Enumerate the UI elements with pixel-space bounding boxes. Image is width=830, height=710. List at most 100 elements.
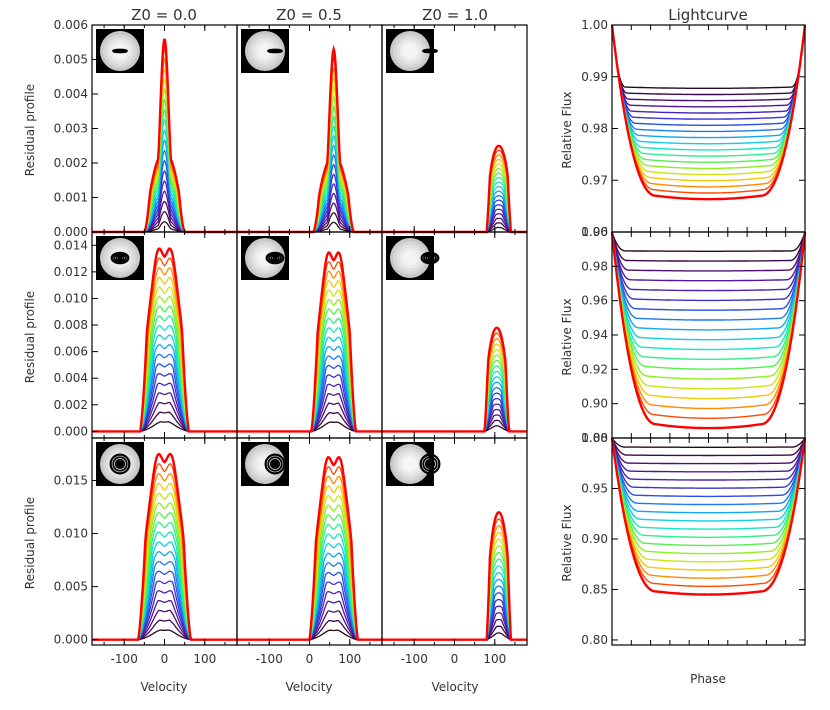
profile-series-3 [92, 599, 237, 641]
y-tick-label: 0.85 [581, 582, 608, 596]
lightcurve-series-15 [611, 437, 806, 571]
lightcurve-series-2 [611, 231, 806, 272]
lightcurve-series-8 [611, 24, 806, 139]
y-tick-label: 0.004 [54, 87, 88, 101]
y-tick-label: 0.99 [581, 70, 608, 84]
planet [426, 460, 434, 468]
lightcurve-series-15 [611, 231, 806, 400]
profile-series-0 [92, 629, 237, 641]
profile-series-6 [237, 364, 382, 433]
profile-series-7 [237, 153, 382, 233]
lightcurve-series-15 [611, 24, 806, 182]
planet-ring [110, 251, 130, 265]
profile-series-18 [237, 251, 382, 433]
profile-series-14 [237, 495, 382, 641]
planet [427, 255, 433, 261]
profile-series-12 [237, 105, 382, 233]
lightcurve-panel: 0.88 0.90 0.92 0.94 0.96 0.98 1.00 [581, 225, 807, 445]
profile-series-7 [92, 353, 237, 433]
lightcurve-series-3 [611, 24, 806, 108]
profile-series-18 [382, 326, 527, 433]
lightcurve-series-12 [611, 24, 806, 163]
profile-series-10 [237, 533, 382, 641]
y-tick-label: 0.002 [54, 156, 88, 170]
column-title-z0-5: Z0 = 0.5 [276, 6, 342, 24]
profile-series-12 [237, 514, 382, 641]
profile-series-13 [92, 502, 237, 641]
profile-series-6 [237, 163, 382, 233]
lightcurve-series-4 [611, 231, 806, 292]
y-tick-label: 0.88 [581, 431, 608, 445]
y-tick-label: 0.96 [581, 225, 608, 239]
lightcurve-series-7 [611, 231, 806, 321]
lightcurve-series-7 [611, 437, 806, 506]
profile-series-10 [237, 327, 382, 433]
planet-ring [113, 253, 127, 263]
y-tick-label: 0.014 [54, 238, 88, 252]
lightcurve-series-10 [611, 437, 806, 530]
lightcurve-series-2 [611, 24, 806, 102]
profile-panel: -100 0 100 [381, 437, 528, 666]
lightcurve-series-11 [611, 437, 806, 538]
profile-series-13 [237, 95, 382, 233]
lightcurve-series-10 [611, 24, 806, 151]
x-tick-label: -100 [111, 652, 138, 666]
profile-series-10 [92, 118, 237, 233]
star-disk [257, 43, 273, 59]
profile-series-4 [92, 382, 237, 433]
y-tick-label: 0.012 [54, 265, 88, 279]
lightcurve-series-14 [611, 437, 806, 563]
profile-series-7 [237, 562, 382, 641]
profile-panel: 0.000 0.001 0.002 0.003 0.004 0.005 0.006 [54, 18, 238, 239]
profile-series-15 [237, 75, 382, 233]
planet-ring [424, 458, 436, 470]
planet-ring [109, 453, 131, 475]
panel-frame [611, 24, 806, 233]
y-tick-label: 1.00 [581, 18, 608, 32]
profile-series-15 [237, 279, 382, 433]
y-tick-label: 0.002 [54, 398, 88, 412]
lightcurve-series-2 [611, 437, 806, 465]
lc-ylabel-row1: Relative Flux [560, 91, 574, 168]
profile-series-4 [237, 383, 382, 433]
lightcurve-series-0 [611, 24, 806, 89]
lightcurve-series-3 [611, 437, 806, 473]
profile-series-10 [92, 531, 237, 641]
profile-series-8 [237, 552, 382, 641]
lightcurve-series-5 [611, 24, 806, 120]
planet-ring [270, 254, 280, 262]
lightcurve-series-6 [611, 24, 806, 126]
y-tick-label: 0.95 [581, 481, 608, 495]
y-tick-label: 0.003 [54, 122, 88, 136]
profile-series-9 [92, 334, 237, 433]
x-tick-label: 0 [161, 652, 169, 666]
y-tick-label: 0.90 [581, 532, 608, 546]
x-tick-label: 100 [193, 652, 216, 666]
profile-series-17 [237, 466, 382, 641]
lightcurve-series-1 [611, 231, 806, 262]
profile-series-13 [237, 504, 382, 641]
y-tick-label: 0.96 [581, 294, 608, 308]
lightcurve-series-13 [611, 437, 806, 555]
lightcurve-series-4 [611, 437, 806, 481]
profile-panel: -100 0 100 [236, 437, 383, 666]
planet-ring [422, 456, 438, 472]
profile-series-4 [92, 180, 237, 233]
profile-panel: -100 0 100 0.000 0.005 0.010 0.015 [54, 437, 238, 666]
profile-series-7 [237, 355, 382, 433]
planet-ring [423, 253, 437, 263]
x-tick-label: -100 [256, 652, 283, 666]
lightcurve-panel: 0.96 0.97 0.98 0.99 1.00 [581, 18, 807, 239]
lightcurve-series-9 [611, 231, 806, 341]
profile-series-11 [92, 521, 237, 641]
lc-xlabel: Phase [690, 672, 726, 686]
profile-series-8 [237, 144, 382, 233]
lightcurve-panel: 0.80 0.85 0.90 0.95 1.00 [581, 431, 807, 647]
y-tick-label: 0.005 [54, 53, 88, 67]
profile-series-10 [237, 124, 382, 233]
xlabel-col3: Velocity [431, 680, 478, 694]
lightcurve-series-6 [611, 231, 806, 311]
profile-series-5 [237, 173, 382, 233]
lightcurve-series-18 [610, 24, 807, 201]
